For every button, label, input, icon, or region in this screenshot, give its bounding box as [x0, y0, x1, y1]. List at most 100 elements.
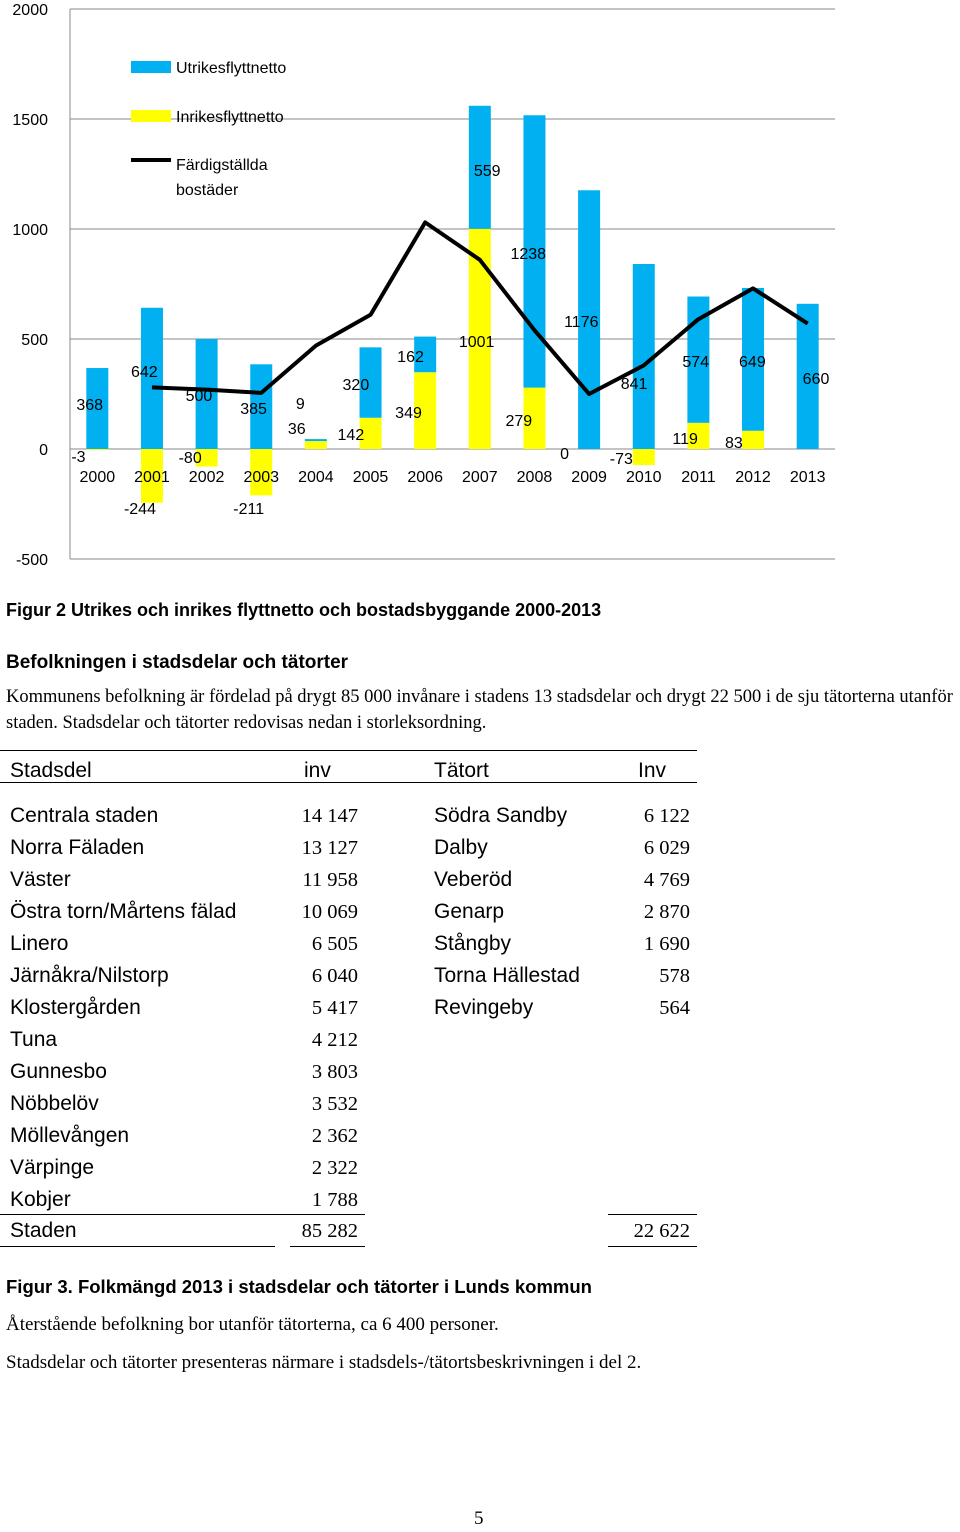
stadsdel-inv: 11 958 — [302, 869, 358, 891]
bar-inrikes — [468, 228, 491, 449]
bar-inrikes — [687, 422, 710, 449]
stadsdel-inv: 14 147 — [301, 805, 358, 827]
legend-label-inrikes: Inrikesflyttnetto — [176, 109, 284, 126]
tatort-inv: 6 122 — [643, 805, 690, 827]
stadsdel-inv: 2 362 — [311, 1125, 358, 1147]
bar-inrikes — [742, 430, 765, 449]
data-label-utrikes: 841 — [621, 376, 648, 393]
presentation-note: Stadsdelar och tätorter presenteras närm… — [6, 1352, 642, 1373]
x-tick-label: 2012 — [735, 469, 771, 486]
data-label-inrikes: 1001 — [459, 334, 495, 351]
stadsdel-inv: 6 505 — [311, 933, 358, 955]
header-bottom-rule — [0, 782, 697, 783]
bar-utrikes — [250, 364, 273, 449]
stadsdel-inv: 2 322 — [311, 1157, 358, 1179]
stadsdel-name: Väster — [10, 868, 71, 891]
stadsdel-name: Östra torn/Mårtens fälad — [10, 900, 237, 923]
data-label-utrikes: 9 — [296, 396, 305, 413]
total-stadsdelar: 85 282 — [301, 1220, 358, 1242]
legend-label-utrikes: Utrikesflyttnetto — [176, 60, 286, 77]
y-tick-label: 2000 — [12, 2, 48, 19]
x-tick-label: 2000 — [80, 469, 116, 486]
tatort-name: Dalby — [434, 836, 488, 859]
stadsdel-name: Centrala staden — [10, 804, 159, 827]
data-label-inrikes: 0 — [560, 446, 569, 463]
bar-utrikes — [632, 263, 655, 449]
figure-2-caption: Figur 2 Utrikes och inrikes flyttnetto o… — [6, 600, 602, 620]
data-label-utrikes: 649 — [739, 354, 766, 371]
tatort-name: Torna Hällestad — [434, 964, 580, 987]
y-tick-label: -500 — [16, 552, 48, 569]
data-label-inrikes: -80 — [179, 450, 202, 467]
data-label-inrikes: 83 — [725, 435, 743, 452]
stadsdel-inv: 13 127 — [301, 837, 358, 859]
bar-inrikes — [523, 387, 546, 449]
data-label-utrikes: 642 — [131, 364, 158, 381]
stadsdel-inv: 3 803 — [311, 1061, 358, 1083]
data-label-inrikes: 119 — [672, 431, 698, 448]
stadsdel-inv: 3 532 — [311, 1093, 358, 1115]
tatort-inv: 564 — [659, 997, 690, 1019]
x-tick-label: 2001 — [134, 469, 170, 486]
bar-inrikes — [414, 372, 437, 449]
header-inv-tatort: Inv — [638, 759, 667, 782]
x-tick-label: 2006 — [407, 469, 443, 486]
tatort-name: Genarp — [434, 900, 505, 923]
bar-utrikes — [468, 105, 491, 229]
x-tick-label: 2010 — [626, 469, 662, 486]
section-heading: Befolkningen i stadsdelar och tätorter — [6, 652, 349, 673]
x-tick-label: 2008 — [517, 469, 553, 486]
y-tick-label: 500 — [21, 332, 48, 349]
data-label-utrikes: 385 — [240, 401, 267, 418]
stadsdel-name: Tuna — [10, 1028, 58, 1051]
stadsdel-name: Järnåkra/Nilstorp — [10, 964, 169, 987]
x-tick-label: 2013 — [790, 469, 826, 486]
data-label-utrikes: 1176 — [564, 314, 599, 331]
tatort-inv: 4 769 — [643, 869, 690, 891]
data-label-inrikes: -73 — [610, 451, 633, 468]
data-label-utrikes: 500 — [186, 388, 213, 405]
bar-utrikes — [140, 307, 163, 449]
population-table: Stadsdel inv Tätort Inv Centrala staden 1… — [0, 747, 700, 1252]
stadsdel-name: Klostergården — [10, 996, 141, 1019]
x-tick-label: 2005 — [353, 469, 389, 486]
data-label-utrikes: 660 — [803, 371, 830, 388]
bar-utrikes — [796, 303, 819, 449]
stadsdel-inv: 4 212 — [311, 1029, 358, 1051]
bar-utrikes — [578, 190, 601, 449]
page-number: 5 — [474, 1508, 484, 1529]
data-label-inrikes: -211 — [233, 501, 264, 518]
data-label-utrikes: 559 — [474, 163, 501, 180]
stadsdel-name: Värpinge — [10, 1156, 95, 1179]
total-rule-left — [0, 1214, 365, 1215]
bottom-rule-b — [290, 1246, 365, 1247]
x-tick-label: 2003 — [243, 469, 279, 486]
header-inv: inv — [304, 759, 331, 782]
stadsdel-name: Nöbbelöv — [10, 1092, 99, 1115]
data-label-inrikes: 142 — [338, 427, 365, 444]
tatort-name: Stångby — [434, 932, 512, 955]
bar-inrikes — [632, 449, 655, 466]
data-label-utrikes: 1238 — [510, 246, 546, 263]
bottom-rule-a — [0, 1246, 275, 1247]
migration-chart: -500 0 500 1000 1500 2000 2000 2001 2002 2003 2004… — [12, 2, 835, 569]
x-tick-label: 2004 — [298, 469, 334, 486]
tatort-inv: 1 690 — [643, 933, 690, 955]
data-label-utrikes: 162 — [397, 349, 424, 366]
bottom-rule-c — [608, 1246, 697, 1247]
x-tick-label: 2002 — [189, 469, 225, 486]
bar-utrikes — [414, 336, 437, 373]
stadsdel-name: Linero — [10, 932, 69, 955]
stadsdel-inv: 6 040 — [311, 965, 358, 987]
tatort-name: Södra Sandby — [434, 804, 568, 827]
data-label-inrikes: -3 — [71, 449, 85, 466]
y-tick-label: 1500 — [12, 112, 48, 129]
total-label: Staden — [10, 1219, 77, 1242]
total-tatorter: 22 622 — [633, 1220, 690, 1242]
bar-utrikes — [687, 296, 710, 423]
table-top-rule — [0, 750, 697, 751]
tatort-inv: 2 870 — [643, 901, 690, 923]
bar-utrikes — [523, 115, 546, 388]
bar-utrikes — [304, 439, 327, 442]
bar-utrikes — [742, 287, 765, 431]
